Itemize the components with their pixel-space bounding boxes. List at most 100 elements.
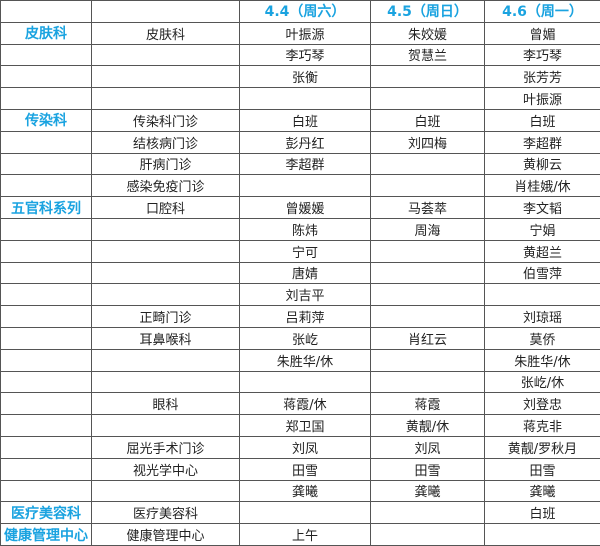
date-4-4-cell: 龚曦 (239, 479, 371, 503)
date-4-5-cell (370, 348, 485, 372)
date-4-4-cell: 彭丹红 (239, 130, 371, 154)
date-4-6-cell: 宁娟 (484, 217, 600, 241)
date-4-5-cell: 龚曦 (370, 479, 485, 503)
date-4-5-cell (370, 370, 485, 394)
clinic-cell: 感染免疫门诊 (91, 174, 240, 198)
clinic-cell: 健康管理中心 (91, 523, 240, 546)
header-date-4-6: 4.6（周一） (484, 0, 600, 23)
department-cell (0, 326, 92, 350)
date-4-5-cell (370, 87, 485, 110)
date-4-5-cell (370, 174, 485, 198)
date-4-5-cell: 刘四梅 (370, 130, 485, 154)
date-4-5-cell: 蒋霞 (370, 392, 485, 416)
department-cell (0, 261, 92, 285)
table-row: 耳鼻喉科 张屹 肖红云 莫侨 (0, 326, 600, 350)
date-4-4-cell: 郑卫国 (239, 414, 371, 437)
table-row: 正畸门诊 吕莉萍 刘琼瑶 (0, 305, 600, 328)
department-cell (0, 305, 92, 328)
date-4-6-cell: 肖桂娥/休 (484, 174, 600, 198)
table-row: 健康管理中心 健康管理中心 上午 (0, 523, 600, 546)
table-row: 宁可 黄超兰 (0, 239, 600, 263)
table-row: 感染免疫门诊 肖桂娥/休 (0, 174, 600, 198)
clinic-cell (91, 65, 240, 89)
date-4-4-cell: 吕莉萍 (239, 305, 371, 328)
clinic-cell: 结核病门诊 (91, 130, 240, 154)
date-4-5-cell: 黄靓/休 (370, 414, 485, 437)
header-date-4-4: 4.4（周六） (239, 0, 371, 23)
department-cell (0, 65, 92, 89)
table-row: 张衡 张芳芳 (0, 65, 600, 89)
table-row: 李巧琴 贺慧兰 李巧琴 (0, 43, 600, 67)
table-row: 陈炜 周海 宁娟 (0, 217, 600, 241)
table-row: 五官科系列 口腔科 曾媛媛 马荟萃 李文韬 (0, 196, 600, 219)
department-cell (0, 130, 92, 154)
date-4-5-cell: 贺慧兰 (370, 43, 485, 67)
date-4-5-cell: 刘凤 (370, 435, 485, 459)
department-cell (0, 43, 92, 67)
date-4-5-cell (370, 261, 485, 285)
date-4-5-cell: 周海 (370, 217, 485, 241)
department-cell (0, 435, 92, 459)
date-4-6-cell: 黄超兰 (484, 239, 600, 263)
department-cell: 皮肤科 (0, 21, 92, 45)
table-row: 医疗美容科 医疗美容科 白班 (0, 501, 600, 525)
date-4-5-cell (370, 305, 485, 328)
department-cell (0, 414, 92, 437)
date-4-6-cell: 李超群 (484, 130, 600, 154)
clinic-cell (91, 261, 240, 285)
date-4-6-cell: 田雪 (484, 457, 600, 481)
table-row: 视光学中心 田雪 田雪 田雪 (0, 457, 600, 481)
department-cell (0, 348, 92, 372)
date-4-6-cell: 张屹/休 (484, 370, 600, 394)
date-4-6-cell: 黄靓/罗秋月 (484, 435, 600, 459)
clinic-cell (91, 479, 240, 503)
date-4-5-cell: 田雪 (370, 457, 485, 481)
date-4-4-cell: 刘吉平 (239, 283, 371, 307)
date-4-4-cell: 李巧琴 (239, 43, 371, 67)
date-4-6-cell: 伯雪萍 (484, 261, 600, 285)
date-4-4-cell: 朱胜华/休 (239, 348, 371, 372)
clinic-cell: 肝病门诊 (91, 152, 240, 176)
date-4-6-cell (484, 283, 600, 307)
date-4-4-cell: 陈炜 (239, 217, 371, 241)
table-row: 眼科 蒋霞/休 蒋霞 刘登忠 (0, 392, 600, 416)
table-row: 张屹/休 (0, 370, 600, 394)
clinic-cell: 屈光手术门诊 (91, 435, 240, 459)
date-4-5-cell (370, 501, 485, 525)
date-4-4-cell: 曾媛媛 (239, 196, 371, 219)
department-cell (0, 152, 92, 176)
date-4-4-cell: 叶振源 (239, 21, 371, 45)
department-cell: 传染科 (0, 108, 92, 132)
header-department (0, 0, 92, 23)
date-4-6-cell: 李巧琴 (484, 43, 600, 67)
table-row: 刘吉平 (0, 283, 600, 307)
date-4-5-cell (370, 152, 485, 176)
clinic-cell (91, 414, 240, 437)
table-row: 结核病门诊 彭丹红 刘四梅 李超群 (0, 130, 600, 154)
department-cell (0, 174, 92, 198)
date-4-6-cell: 朱胜华/休 (484, 348, 600, 372)
date-4-5-cell (370, 65, 485, 89)
department-cell (0, 283, 92, 307)
clinic-cell: 眼科 (91, 392, 240, 416)
department-cell (0, 239, 92, 263)
clinic-cell: 皮肤科 (91, 21, 240, 45)
date-4-6-cell: 李文韬 (484, 196, 600, 219)
date-4-6-cell: 蒋克非 (484, 414, 600, 437)
date-4-6-cell: 曾媚 (484, 21, 600, 45)
clinic-cell: 口腔科 (91, 196, 240, 219)
table-row: 叶振源 (0, 87, 600, 110)
date-4-6-cell (484, 523, 600, 546)
date-4-4-cell: 李超群 (239, 152, 371, 176)
clinic-cell: 正畸门诊 (91, 305, 240, 328)
table-row: 皮肤科 皮肤科 叶振源 朱姣媛 曾媚 (0, 21, 600, 45)
date-4-5-cell: 白班 (370, 108, 485, 132)
date-4-6-cell: 龚曦 (484, 479, 600, 503)
date-4-6-cell: 黄柳云 (484, 152, 600, 176)
table-row: 朱胜华/休 朱胜华/休 (0, 348, 600, 372)
date-4-5-cell: 肖红云 (370, 326, 485, 350)
date-4-4-cell: 刘凤 (239, 435, 371, 459)
date-4-6-cell: 刘琼瑶 (484, 305, 600, 328)
clinic-cell (91, 239, 240, 263)
